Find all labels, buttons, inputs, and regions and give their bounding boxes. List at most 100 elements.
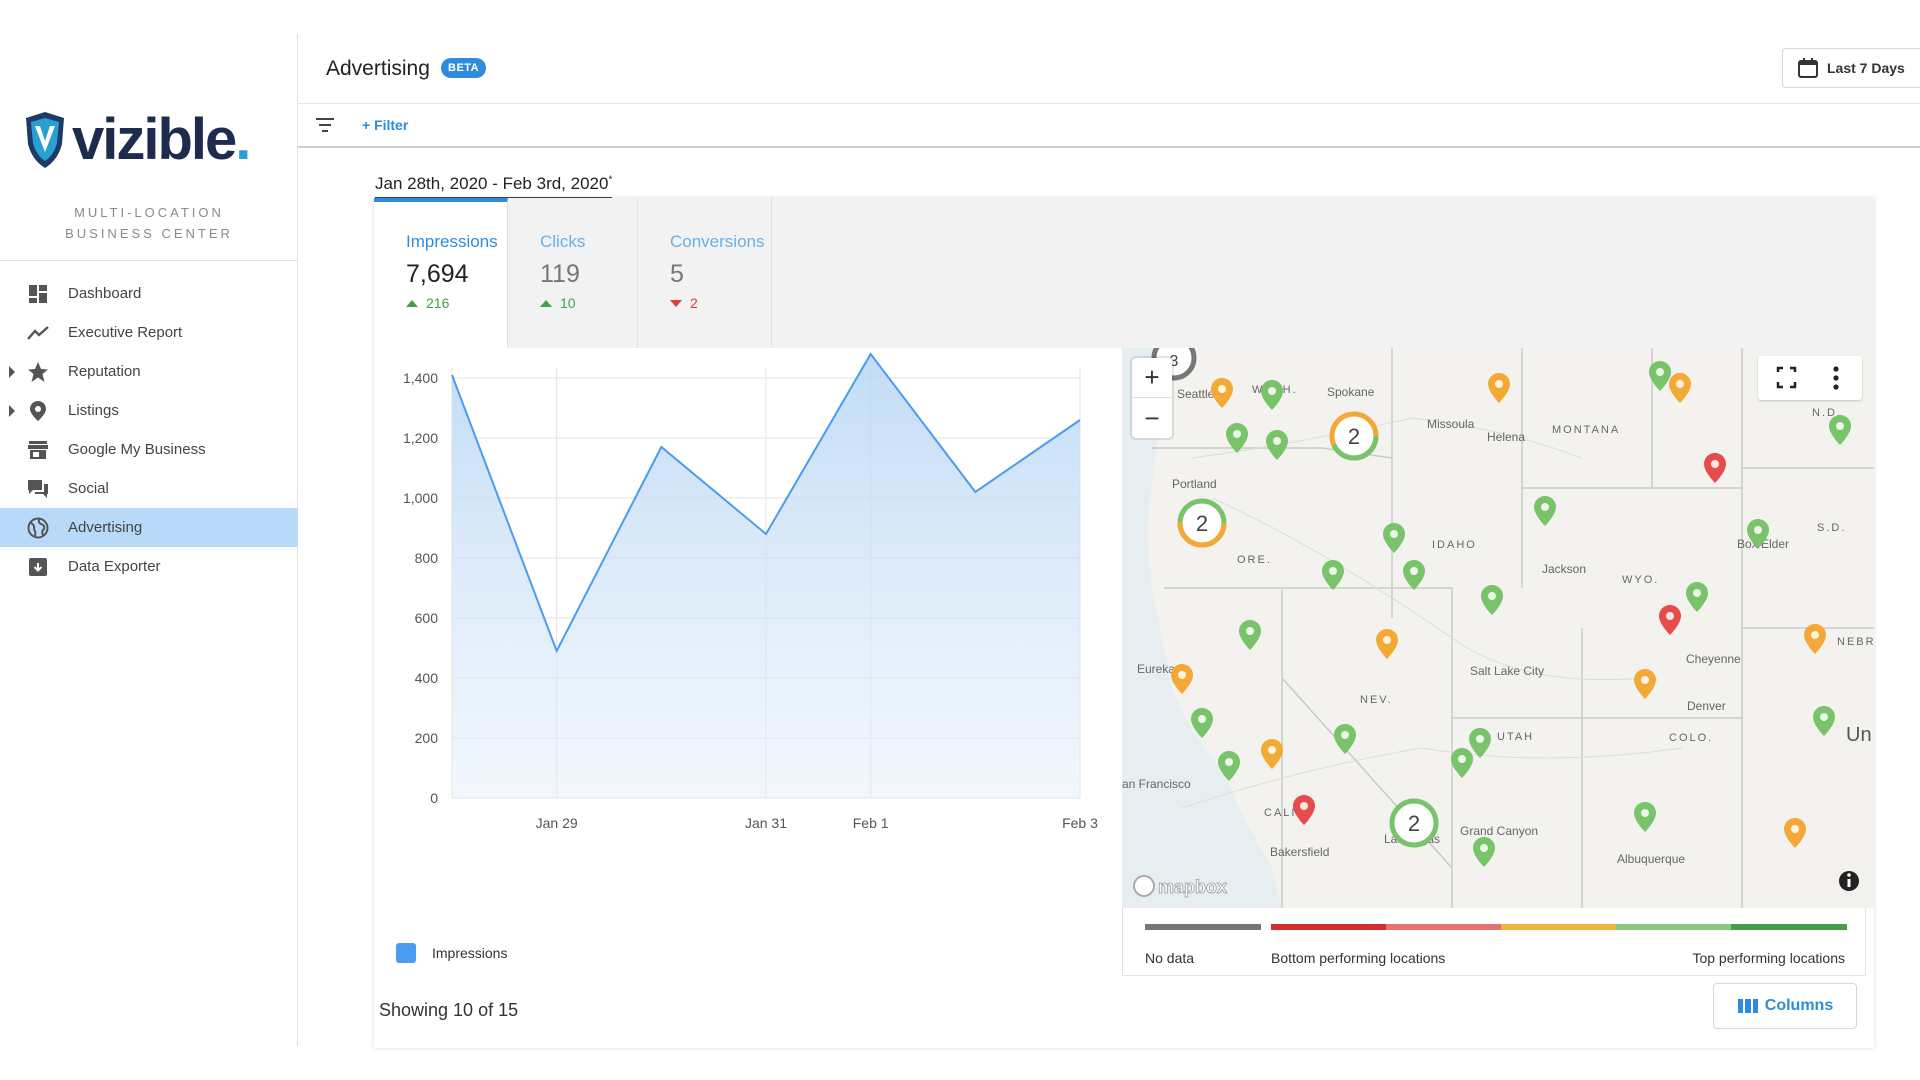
logo-wordmark: vizible.: [72, 107, 251, 172]
kpi-label: Conversions: [670, 232, 765, 251]
kpi-value: 119: [540, 260, 580, 288]
location-pin-green[interactable]: [1383, 523, 1405, 553]
cluster-marker[interactable]: 2: [1177, 498, 1227, 548]
add-filter-link[interactable]: + Filter: [362, 117, 409, 133]
scale-segment: [1731, 924, 1847, 930]
sidebar-nav: Dashboard Executive Report Reputation Listi…: [0, 274, 298, 586]
location-pin-orange[interactable]: [1634, 669, 1656, 699]
location-pin-green[interactable]: [1322, 560, 1344, 590]
sidebar-item-data-exporter[interactable]: Data Exporter: [0, 547, 298, 586]
location-pin-red[interactable]: [1659, 605, 1681, 635]
more-options-icon[interactable]: [1833, 366, 1839, 390]
location-pin-green[interactable]: [1649, 361, 1671, 391]
sidebar-item-label: Executive Report: [68, 324, 183, 341]
location-pin-orange[interactable]: [1376, 629, 1398, 659]
y-tick-label: 1,000: [403, 490, 438, 506]
svg-text:mapbox: mapbox: [1158, 877, 1227, 897]
tab-conversions[interactable]: Conversions 5 2: [638, 198, 772, 348]
location-pin-green[interactable]: [1813, 706, 1835, 736]
zoom-in-button[interactable]: +: [1132, 358, 1172, 398]
chart-legend[interactable]: Impressions: [396, 943, 507, 963]
svg-text:2: 2: [1408, 811, 1420, 836]
location-pin-green[interactable]: [1334, 724, 1356, 754]
location-pin-red[interactable]: [1293, 795, 1315, 825]
page-title: Advertising: [326, 57, 430, 80]
location-pin-green[interactable]: [1469, 728, 1491, 758]
location-pin-orange[interactable]: [1171, 664, 1193, 694]
location-pin-green[interactable]: [1481, 585, 1503, 615]
location-pin-green[interactable]: [1634, 802, 1656, 832]
columns-button[interactable]: Columns: [1713, 983, 1857, 1029]
sidebar-item-listings[interactable]: Listings: [0, 391, 298, 430]
sidebar-item-reputation[interactable]: Reputation: [0, 352, 298, 391]
kpi-label: Clicks: [540, 232, 586, 251]
columns-icon: [1737, 999, 1758, 1013]
map-label-box-elder: Box Elder: [1737, 537, 1789, 551]
location-pin-green[interactable]: [1218, 751, 1240, 781]
mapbox-logo[interactable]: mapbox: [1133, 875, 1227, 897]
scale-segment: [1271, 924, 1386, 930]
location-pin-green[interactable]: [1686, 582, 1708, 612]
sidebar-item-executive-report[interactable]: Executive Report: [0, 313, 298, 352]
y-tick-label: 200: [415, 730, 439, 746]
tab-impressions[interactable]: Impressions 7,694 216: [374, 198, 508, 348]
expand-caret-icon[interactable]: [9, 405, 15, 417]
performance-scale: [1145, 924, 1847, 930]
trend-line-icon: [26, 321, 50, 345]
vizible-logo[interactable]: vizible.: [22, 106, 251, 173]
location-pin-green[interactable]: [1191, 708, 1213, 738]
tagline-line-2: BUSINESS CENTER: [65, 226, 233, 241]
sidebar-divider: [0, 260, 298, 261]
map-label-montana: MONTANA: [1552, 424, 1620, 436]
chart-svg: 0 200 400 600 800 1,000 1,200 1,400 Jan 29 Jan 31…: [403, 352, 1098, 831]
store-icon: [26, 438, 50, 462]
location-pin-green[interactable]: [1403, 560, 1425, 590]
location-pin-green[interactable]: [1266, 430, 1288, 460]
sidebar-item-label: Dashboard: [68, 285, 142, 302]
x-tick-label: Feb 1: [853, 815, 889, 831]
map-canvas[interactable]: Seattle WASH. Spokane Missoula Helena MO…: [1122, 348, 1874, 908]
date-range-button[interactable]: Last 7 Days: [1782, 48, 1920, 88]
arrow-up-icon: [406, 299, 418, 307]
map-label-colo: COLO.: [1669, 732, 1713, 744]
location-pin-green[interactable]: [1226, 423, 1248, 453]
map-label-nd: N.D.: [1812, 407, 1842, 419]
location-pin-green[interactable]: [1473, 837, 1495, 867]
location-pin-orange[interactable]: [1211, 378, 1233, 408]
svg-text:2: 2: [1348, 424, 1360, 449]
info-icon[interactable]: [1839, 871, 1859, 891]
location-pin-green[interactable]: [1534, 496, 1556, 526]
location-pin-orange[interactable]: [1784, 818, 1806, 848]
locations-map[interactable]: Seattle WASH. Spokane Missoula Helena MO…: [1122, 348, 1874, 908]
location-pin-orange[interactable]: [1804, 624, 1826, 654]
y-tick-label: 400: [415, 670, 439, 686]
location-pin-green[interactable]: [1829, 415, 1851, 445]
map-label-sd: S.D.: [1817, 522, 1846, 534]
zoom-out-button[interactable]: −: [1144, 402, 1160, 433]
location-pin-orange[interactable]: [1669, 373, 1691, 403]
sidebar-item-advertising[interactable]: Advertising: [0, 508, 298, 547]
location-pin-red[interactable]: [1704, 453, 1726, 483]
tagline-line-1: MULTI-LOCATION: [74, 205, 224, 220]
fullscreen-icon[interactable]: [1776, 366, 1797, 389]
location-pin-orange[interactable]: [1488, 373, 1510, 403]
cluster-marker[interactable]: 2: [1329, 411, 1379, 461]
filter-icon[interactable]: [314, 116, 336, 134]
location-pin-green[interactable]: [1261, 380, 1283, 410]
expand-caret-icon[interactable]: [9, 366, 15, 378]
header-divider: [298, 103, 1920, 104]
legend-top-performing: Top performing locations: [1692, 950, 1845, 966]
map-label-united-states: Un: [1846, 724, 1872, 746]
sidebar-item-dashboard[interactable]: Dashboard: [0, 274, 298, 313]
location-pin-green[interactable]: [1451, 748, 1473, 778]
location-pin-green[interactable]: [1239, 620, 1261, 650]
shield-logo-icon: [26, 111, 64, 168]
sidebar-item-social[interactable]: Social: [0, 469, 298, 508]
location-pin-green[interactable]: [1747, 519, 1769, 549]
dashboard-icon: [26, 282, 50, 306]
map-label-ore: ORE.: [1237, 554, 1272, 566]
location-pin-orange[interactable]: [1261, 739, 1283, 769]
sidebar-item-google-my-business[interactable]: Google My Business: [0, 430, 298, 469]
cluster-marker[interactable]: 2: [1389, 798, 1439, 848]
tab-clicks[interactable]: Clicks 119 10: [508, 198, 638, 348]
